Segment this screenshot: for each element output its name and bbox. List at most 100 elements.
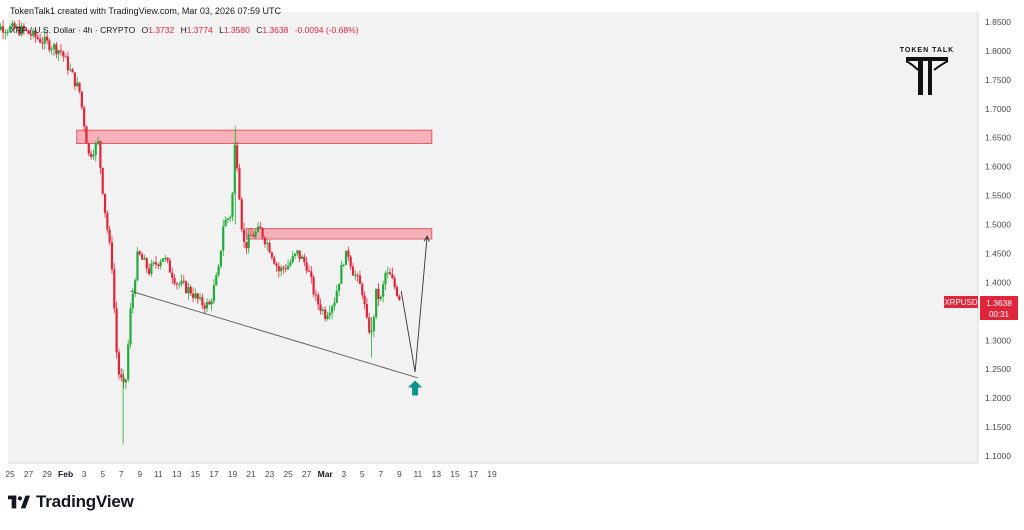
candle-body [168,260,172,273]
candle-body [391,274,394,279]
candle-body [39,38,42,43]
candle-body [6,31,9,33]
candle-body [36,37,39,39]
candle-body [194,293,197,298]
candle-body [175,283,178,285]
candle-body [66,56,70,71]
candle-body [335,290,338,303]
candle-body [55,44,58,55]
candle-body [247,234,250,249]
candle-body [337,283,341,291]
candle-body [240,199,243,230]
candle-body [268,242,271,253]
candle-body [249,234,253,236]
candle-body [154,262,158,265]
time-tick-label: 13 [172,469,182,479]
candle-body [15,26,19,29]
candle-body [314,294,318,296]
candle-body [106,213,109,230]
candle-body [161,258,165,262]
credit-line: TokenTalk1 created with TradingView.com,… [10,6,281,16]
candle-body [32,30,35,36]
candle-body [138,251,141,255]
candle-body [198,297,202,299]
candle-body [349,256,352,267]
tradingview-brand: TradingView [36,492,134,511]
price-tick-label: 1.2000 [985,393,1011,403]
time-tick-label: 11 [154,469,163,479]
footer: TradingView [0,484,1024,525]
candle-body [45,36,49,41]
candle-body [208,302,211,305]
price-tick-label: 1.5500 [985,191,1011,201]
candle-body [117,352,121,375]
symbol-name: XRP / U.S. Dollar · 4h · CRYPTO [10,25,136,35]
time-tick-label: 25 [283,469,293,479]
candle-body [212,285,216,302]
close-label: C [256,25,262,35]
candle-body [333,302,336,307]
candle-body [219,250,222,267]
time-axis[interactable]: 25 27 29 Feb 3 5 7 9 11 13 15 17 19 21 23 25 27 Mar 3 5 7 9 11… [5,469,497,479]
open-value: 1.3732 [148,25,174,35]
candle-body [393,278,396,288]
candle-body [287,265,290,270]
tradingview-logo[interactable]: TradingView [8,492,134,512]
candle-body [233,145,236,194]
price-tick-label: 1.8000 [985,46,1011,56]
candle-body [122,377,125,383]
candle-body [140,254,144,260]
candle-body [296,250,299,254]
change-value: -0.0094 (-0.68%) [295,25,359,35]
candle-body [173,278,176,284]
candle-body [41,42,44,44]
price-tick-label: 1.7500 [985,75,1011,85]
time-tick-label: 25 [5,469,15,479]
candle-body [87,143,90,154]
candle-body [289,262,292,266]
candle-body [365,304,368,318]
candle-body [379,296,382,300]
candles [0,19,401,445]
price-tag-price: 1.3638 [986,298,1012,308]
price-tick-label: 1.7000 [985,104,1011,114]
time-tick-label: 7 [378,469,383,479]
candle-body [185,281,188,293]
candle-body [245,241,248,249]
candle-body [59,50,63,52]
candle-body [34,30,37,38]
time-tick-label: 3 [82,469,87,479]
candle-body [113,269,116,309]
candle-body [324,309,327,319]
time-tick-label: 17 [469,469,479,479]
candle-body [326,315,329,319]
candle-body [317,295,320,305]
price-tick-label: 1.1500 [985,422,1011,432]
candle-body [312,277,315,295]
time-tick-label: 7 [119,469,124,479]
candle-body [252,235,255,237]
candle-body [189,287,192,294]
candle-body [57,50,60,55]
high-value: 1.3774 [187,25,213,35]
price-tick-label: 1.5000 [985,220,1011,230]
low-label: L [219,25,224,35]
candle-body [321,309,324,311]
candle-body [76,82,79,87]
time-tick-label: 19 [228,469,238,479]
candle-body [256,226,260,232]
candle-body [377,288,380,300]
time-tick-label: 29 [42,469,52,479]
candle-body [103,193,107,214]
time-tick-label: Feb [58,469,73,479]
candle-body [152,262,155,264]
candle-body [48,40,51,51]
candle-body [342,264,345,266]
candle-body [284,268,287,270]
candle-body [303,256,306,263]
candle-body [298,250,301,259]
candle-body [182,280,185,282]
time-tick-label: 15 [191,469,201,479]
